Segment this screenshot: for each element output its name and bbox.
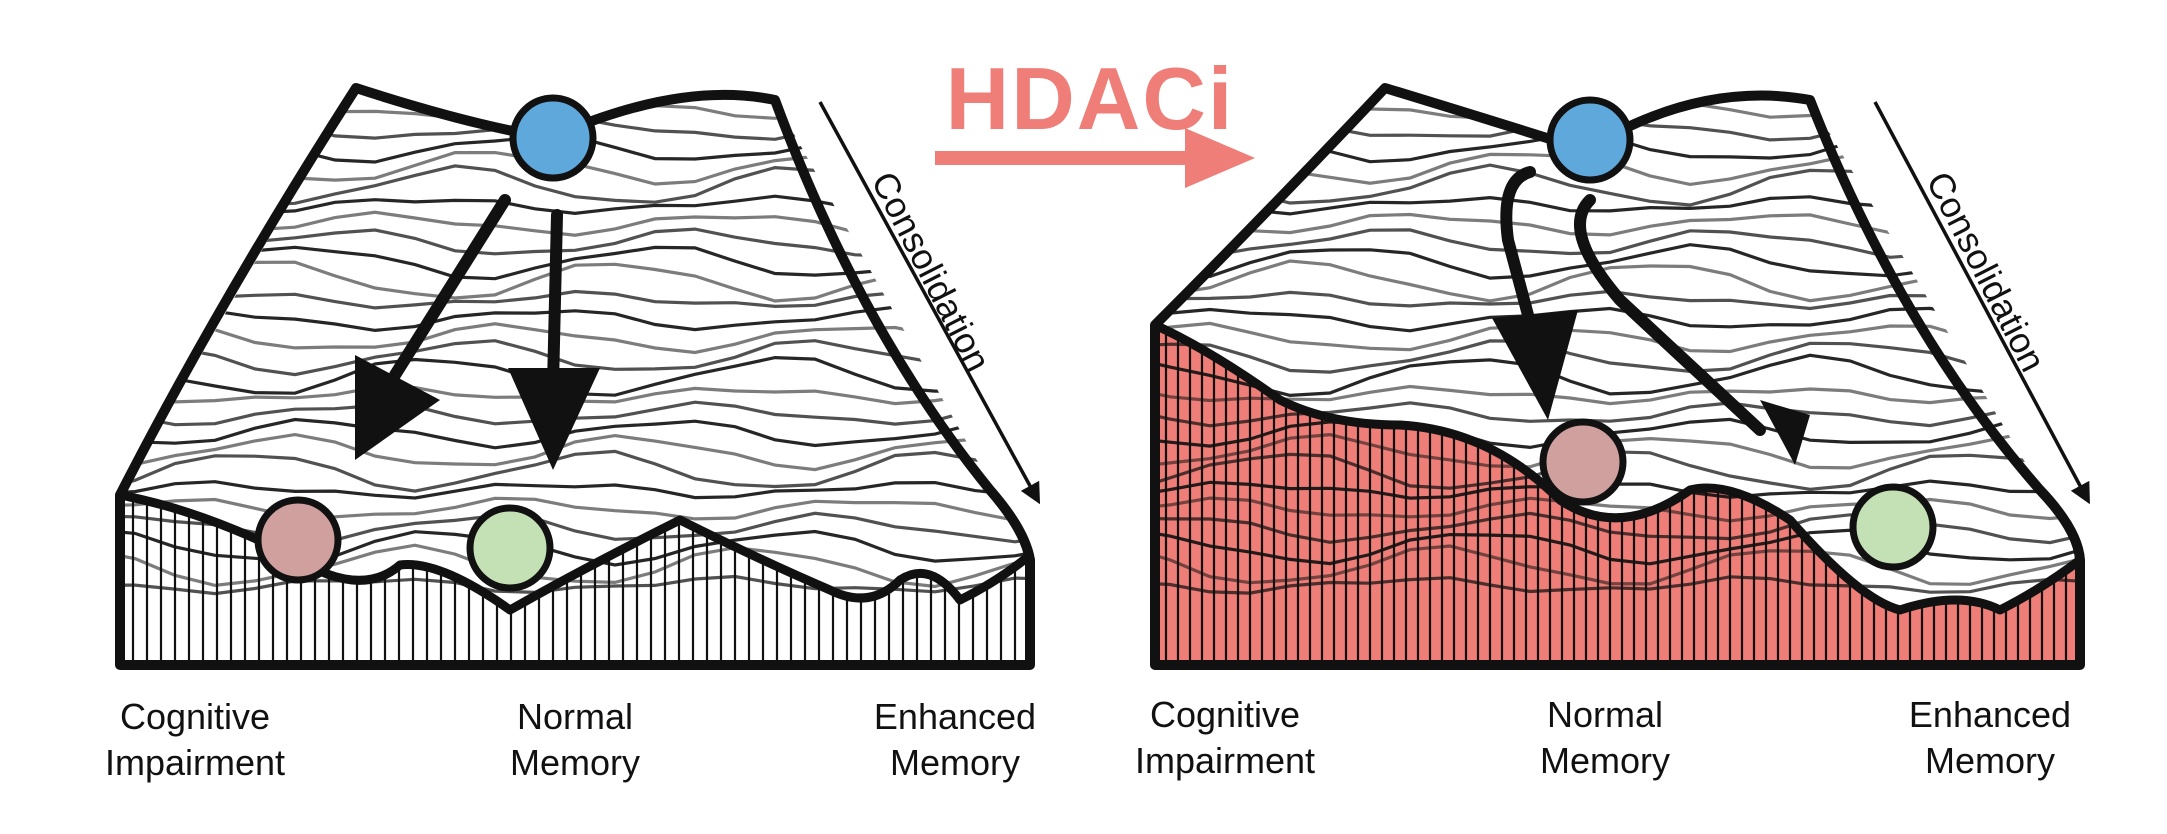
ball-impaired-right	[1539, 418, 1627, 506]
contour-line	[1155, 496, 2080, 523]
contour-line	[1155, 243, 2080, 280]
label-normal-memory-right: Normal Memory	[1539, 694, 1670, 781]
contour-line	[1155, 306, 2080, 333]
contour-line	[120, 432, 1030, 472]
label-normal-memory-left: Normal Memory	[509, 696, 640, 783]
landscape-surface	[1153, 320, 2083, 615]
ball-impaired-left	[254, 496, 342, 584]
trajectory-arrow-head	[508, 368, 600, 470]
consolidation-arrow	[818, 101, 1041, 505]
ball-start-right	[1546, 96, 1634, 184]
contour-line	[120, 289, 1030, 310]
contour-line	[120, 480, 1030, 500]
ball-enhanced-left	[466, 504, 554, 592]
contour-line	[120, 322, 1030, 355]
contour-line	[1155, 384, 2080, 406]
contour-line	[1155, 339, 2080, 376]
contour-line	[120, 496, 1030, 522]
landscape-outline	[115, 83, 1035, 670]
label-cognitive-impairment-left: Cognitive Impairment	[104, 696, 286, 783]
trajectory-arrow-shaft	[389, 194, 511, 381]
contour-line	[120, 528, 1030, 567]
label-cognitive-impairment-right: Cognitive Impairment	[1134, 694, 1316, 781]
trajectory-arrow-head	[355, 355, 440, 460]
trajectory-arrow-head	[1492, 310, 1578, 420]
hdaci-arrow	[935, 128, 1255, 188]
hdaci-arrow-shaft	[935, 151, 1195, 165]
contour-line	[1155, 544, 2080, 586]
trajectory-arrow-shaft	[1500, 166, 1538, 336]
consolidation-arrow	[1873, 101, 2090, 505]
hdaci-arrow-head	[1185, 128, 1255, 188]
contour-line	[120, 305, 1030, 333]
contour-line	[1155, 321, 2080, 354]
label-enhanced-memory-right: Enhanced Memory	[1908, 694, 2072, 781]
trajectory-arrow-shaft	[547, 209, 563, 391]
label-enhanced-memory-left: Enhanced Memory	[873, 696, 1037, 783]
ball-start-left	[509, 94, 597, 182]
contour-line	[1155, 575, 2080, 595]
ball-enhanced-right	[1849, 483, 1937, 571]
landscape-outline	[1150, 83, 2085, 670]
contour-line	[1155, 289, 2080, 311]
panel-baseline	[115, 83, 1041, 670]
hdaci-title: HDACi	[945, 49, 1235, 148]
contour-line	[120, 543, 1030, 589]
trajectory-arrow-shaft	[1574, 194, 1766, 436]
trajectory-arrow-head	[1760, 400, 1810, 465]
